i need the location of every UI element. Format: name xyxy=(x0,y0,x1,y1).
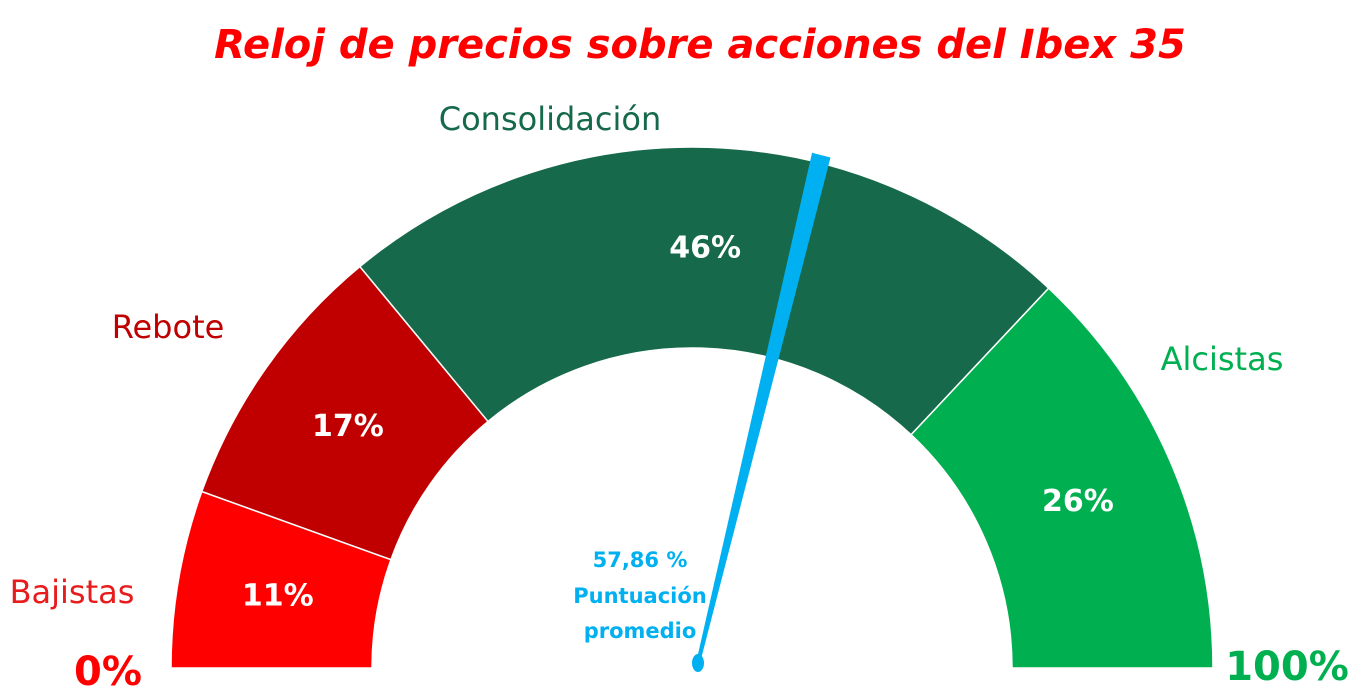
score-caption-line2: promedio xyxy=(584,619,697,643)
gauge-segments xyxy=(170,146,1214,669)
segment-value-bajistas: 11% xyxy=(242,579,314,614)
segment-value-rebote: 17% xyxy=(312,409,384,444)
segment-alcistas xyxy=(909,287,1214,669)
segment-name-alcistas: Alcistas xyxy=(1161,340,1284,378)
segment-name-bajistas: Bajistas xyxy=(10,573,135,611)
needle-pivot xyxy=(692,654,704,672)
min-label: 0% xyxy=(74,649,142,694)
needle-pointer xyxy=(696,152,831,663)
chart-title: Reloj de precios sobre acciones del Ibex… xyxy=(214,22,1186,68)
segment-value-consolidacion: 46% xyxy=(669,231,741,266)
segment-name-consolidacion: Consolidación xyxy=(439,100,662,138)
max-label: 100% xyxy=(1225,644,1349,690)
score-caption-line1: Puntuación xyxy=(573,584,706,608)
score-value: 57,86 % xyxy=(593,548,688,572)
segment-labels: 11% Bajistas 17% Rebote 46% Consolidación 26% A… xyxy=(10,100,1284,614)
segment-value-alcistas: 26% xyxy=(1042,484,1114,519)
segment-name-rebote: Rebote xyxy=(112,308,225,346)
segment-consolidacion xyxy=(358,146,1050,436)
needle xyxy=(692,152,831,672)
